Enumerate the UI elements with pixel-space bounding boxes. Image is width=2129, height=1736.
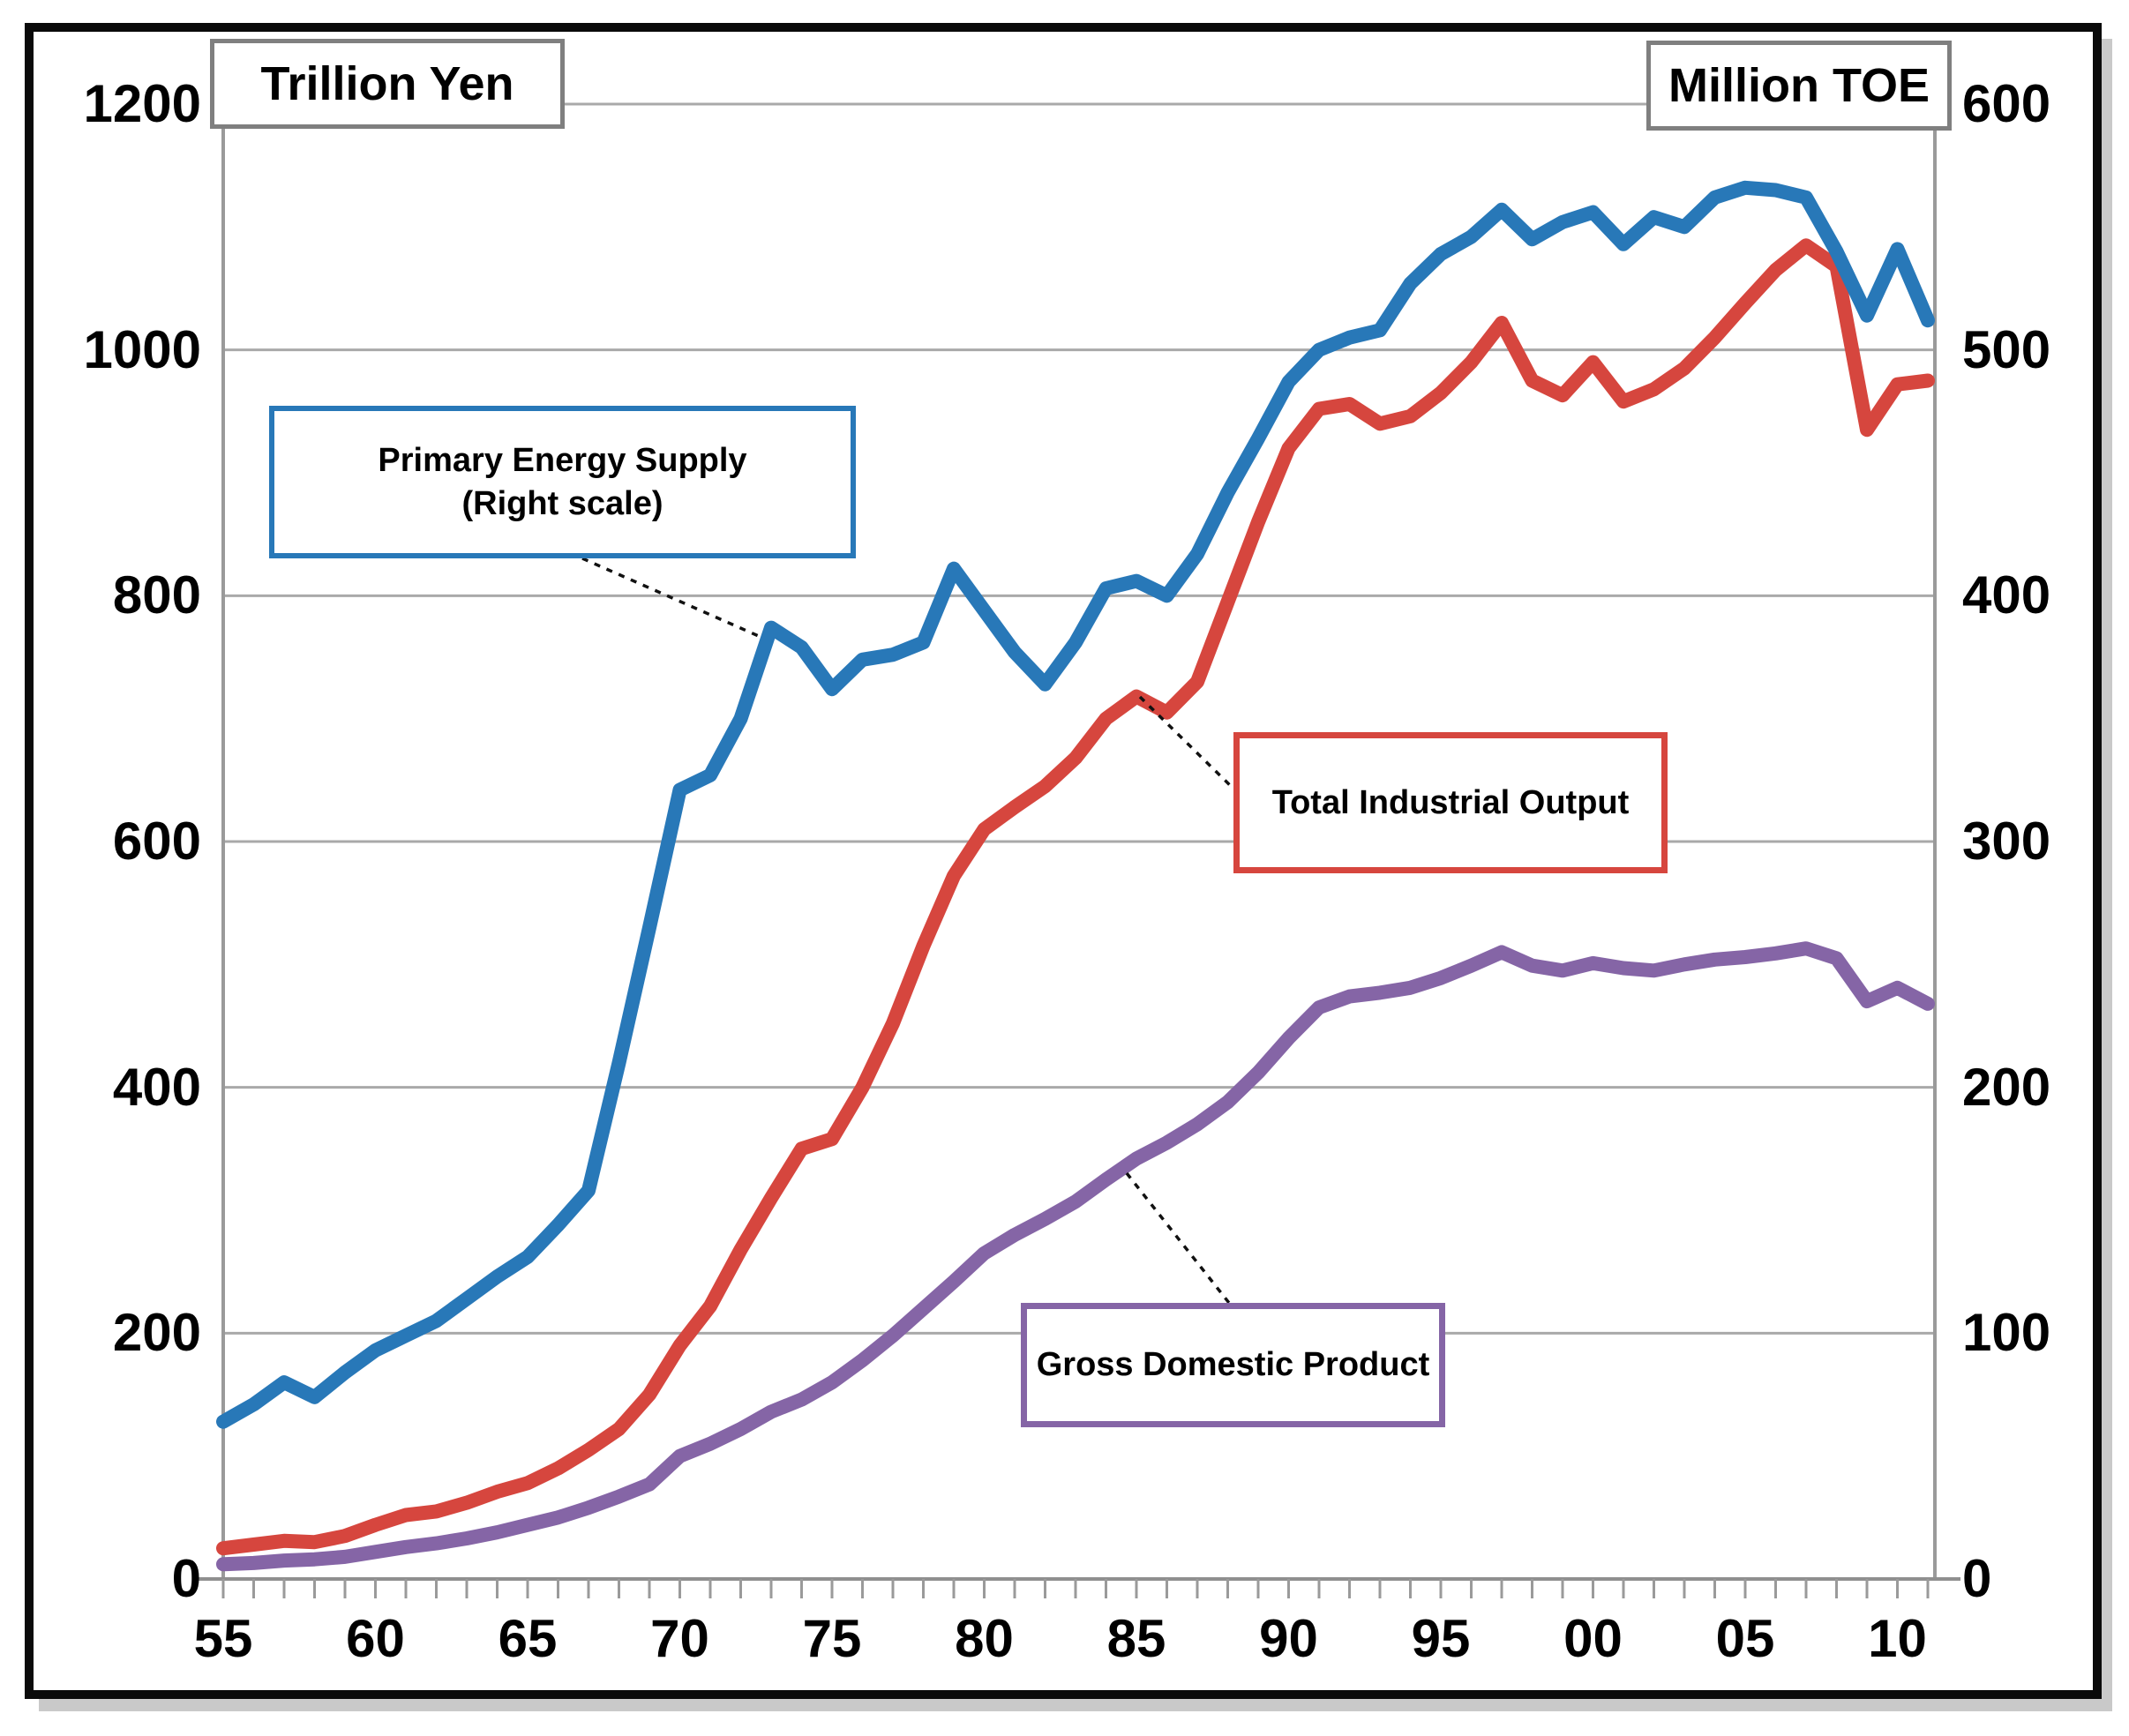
x-tick-label-95: 95 (1411, 1609, 1471, 1668)
x-tick-label-00: 00 (1563, 1609, 1623, 1668)
y-right-tick-label-400: 400 (1962, 565, 2051, 625)
x-tick-label-90: 90 (1259, 1609, 1318, 1668)
x-tick-label-75: 75 (802, 1609, 862, 1668)
series-layer (216, 180, 1935, 1572)
y-right-tick-label-100: 100 (1962, 1303, 2051, 1363)
y-left-tick-label-0: 0 (171, 1549, 201, 1608)
primary-energy-supply-callout-line1: Primary Energy Supply (378, 441, 747, 479)
x-tick-label-55: 55 (193, 1609, 253, 1668)
y-right-tick-label-500: 500 (1962, 319, 2051, 379)
x-tick-label-85: 85 (1106, 1609, 1166, 1668)
total-industrial-output-line (216, 238, 1935, 1556)
x-tick-label-05: 05 (1715, 1609, 1775, 1668)
x-tick-label-10: 10 (1868, 1609, 1927, 1668)
total-industrial-output-callout: Total Industrial Output (1233, 732, 1668, 873)
leader-lines-layer (581, 557, 1236, 1305)
y-left-tick-label-1000: 1000 (83, 319, 201, 379)
gross-domestic-product-callout-label: Gross Domestic Product (1036, 1346, 1430, 1384)
primary-energy-supply-line (216, 180, 1935, 1429)
y-right-tick-label-0: 0 (1962, 1549, 1992, 1608)
y-left-tick-label-1200: 1200 (83, 74, 201, 133)
y-left-tick-label-600: 600 (112, 812, 201, 871)
primary-energy-supply-callout-line2: (Right scale) (461, 484, 663, 522)
y-left-tick-label-400: 400 (112, 1057, 201, 1117)
primary-energy-supply-callout: Primary Energy Supply (Right scale) (269, 406, 856, 558)
industrial-output-leader-line (1138, 695, 1236, 791)
y-right-tick-label-200: 200 (1962, 1057, 2051, 1117)
axes-layer (196, 81, 1960, 1598)
x-tick-label-65: 65 (498, 1609, 558, 1668)
right-axis-unit-label: Million TOE (1668, 59, 1930, 112)
left-axis-unit-label: Trillion Yen (260, 57, 514, 110)
x-tick-label-70: 70 (650, 1609, 709, 1668)
primary-energy-leader-line (581, 557, 761, 639)
y-left-tick-label-200: 200 (112, 1303, 201, 1363)
y-right-tick-label-300: 300 (1962, 812, 2051, 871)
left-axis-unit-box: Trillion Yen (210, 39, 565, 129)
right-axis-unit-box: Million TOE (1646, 41, 1952, 131)
gross-domestic-product-line (216, 941, 1935, 1572)
gdp-leader-line (1125, 1171, 1231, 1305)
x-tick-label-60: 60 (346, 1609, 405, 1668)
gross-domestic-product-callout: Gross Domestic Product (1021, 1303, 1445, 1427)
total-industrial-output-callout-label: Total Industrial Output (1271, 783, 1630, 821)
y-left-tick-label-800: 800 (112, 565, 201, 625)
y-right-tick-label-600: 600 (1962, 74, 2051, 133)
gridlines-layer (223, 102, 1935, 1335)
x-tick-label-80: 80 (955, 1609, 1014, 1668)
